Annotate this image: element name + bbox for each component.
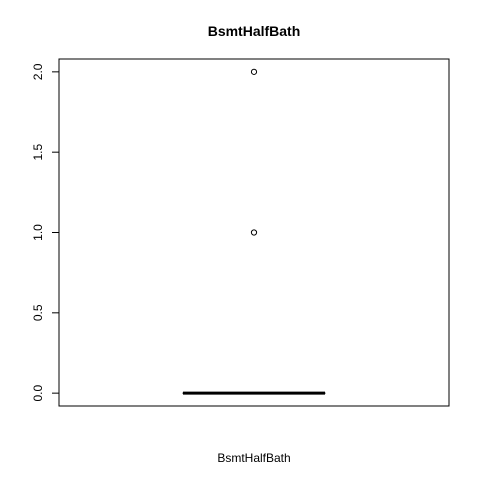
y-tick-label: 2.0 — [31, 63, 45, 80]
outlier-point — [250, 229, 258, 236]
x-axis-label: BsmtHalfBath — [217, 451, 290, 465]
y-tick-label: 1.0 — [31, 224, 45, 241]
outlier-point — [250, 68, 258, 75]
plot-frame — [58, 58, 450, 407]
y-tick-label: 1.5 — [31, 144, 45, 161]
outlier-points — [250, 68, 258, 236]
y-tick-label: 0.0 — [31, 384, 45, 401]
chart-title: BsmtHalfBath — [208, 23, 301, 39]
y-tick-label: 0.5 — [31, 304, 45, 321]
y-ticks: 0.0 0.5 1.0 1.5 2.0 — [31, 63, 59, 401]
